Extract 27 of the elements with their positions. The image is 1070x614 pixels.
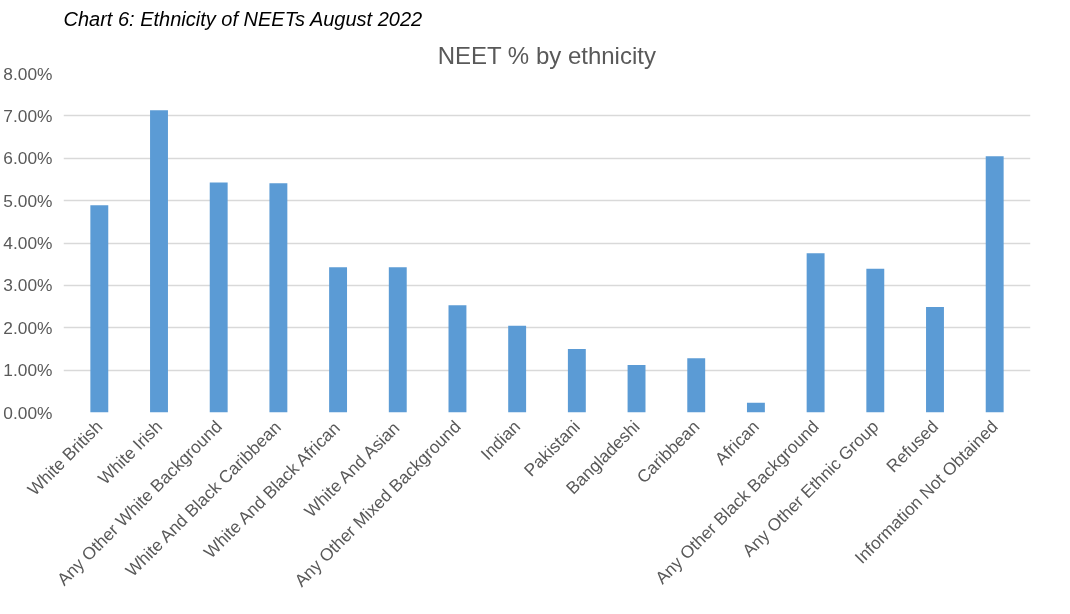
y-tick-label: 8.00%	[3, 63, 53, 84]
bar	[150, 110, 168, 413]
y-tick-label: 6.00%	[3, 148, 53, 169]
y-tick-label: 4.00%	[3, 233, 53, 253]
bar	[269, 183, 288, 413]
bar	[627, 365, 646, 413]
chart-title: NEET % by ethnicity	[437, 41, 656, 69]
y-tick-label: 2.00%	[3, 317, 53, 338]
bar	[388, 267, 407, 413]
y-tick-label: 1.00%	[3, 360, 53, 381]
bar	[866, 268, 885, 413]
bar	[90, 205, 109, 413]
y-tick-label: 0.00%	[3, 402, 53, 423]
bar	[806, 253, 825, 413]
bar	[567, 348, 586, 413]
bar	[985, 156, 1004, 413]
bar	[746, 402, 765, 413]
bar	[508, 325, 527, 413]
bar	[329, 267, 348, 413]
bar	[209, 182, 228, 413]
bar	[926, 306, 944, 413]
bar	[687, 358, 706, 413]
y-tick-label: 7.00%	[3, 105, 53, 126]
bar	[448, 305, 467, 413]
y-tick-label: 3.00%	[3, 275, 53, 296]
y-tick-label: 5.00%	[3, 190, 53, 211]
caption: Chart 6: Ethnicity of NEETs August 2022	[63, 7, 423, 30]
